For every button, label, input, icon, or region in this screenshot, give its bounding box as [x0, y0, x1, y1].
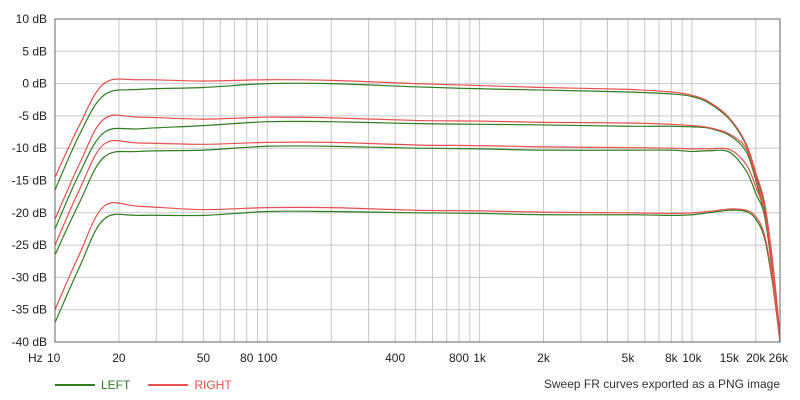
x-tick-label: 50: [197, 351, 211, 365]
x-tick-label: 100: [257, 351, 277, 365]
series-line-left: [54, 209, 781, 343]
x-tick-labels: Hz 10 20 50 80 100 400 800 1k 2k 5k 8k 10k 15k 20k 26k: [28, 351, 789, 365]
series-line-right: [54, 139, 781, 341]
chart-canvas: 10 dB 5 dB 0 dB -5 dB -10 dB -15 dB -20 dB -25 …: [12, 12, 789, 365]
x-tick-label: 400: [385, 351, 405, 365]
legend-label-left: LEFT: [101, 378, 131, 392]
y-tick-label: 0 dB: [22, 77, 47, 91]
x-tick-label: 20: [112, 351, 126, 365]
x-tick-label: 26k: [769, 351, 789, 365]
legend-swatch-right: [148, 384, 189, 386]
y-tick-label: -15 dB: [12, 174, 47, 188]
series-line-right: [54, 78, 781, 336]
series-layer: [54, 78, 781, 343]
x-tick-label: 5k: [622, 351, 636, 365]
x-tick-label: 10: [47, 351, 61, 365]
x-tick-label: 8k: [665, 351, 679, 365]
y-tick-label: -25 dB: [12, 238, 47, 252]
x-tick-label: 1k: [473, 351, 487, 365]
y-tick-label: -40 dB: [12, 335, 47, 349]
footer-note: Sweep FR curves exported as a PNG image: [543, 377, 780, 391]
legend-item-right: RIGHT: [148, 378, 232, 392]
x-tick-label: 80: [240, 351, 254, 365]
y-tick-label: 5 dB: [22, 44, 47, 58]
y-tick-label: -5 dB: [18, 109, 47, 123]
x-tick-label: 20k: [746, 351, 766, 365]
x-tick-label: 800: [449, 351, 469, 365]
y-tick-label: -35 dB: [12, 303, 47, 317]
series-line-right: [54, 114, 781, 339]
x-tick-label: 2k: [537, 351, 551, 365]
y-tick-label: -20 dB: [12, 206, 47, 220]
y-tick-label: -10 dB: [12, 141, 47, 155]
legend-item-left: LEFT: [55, 378, 130, 392]
legend-label-right: RIGHT: [194, 378, 232, 392]
y-tick-labels: 10 dB 5 dB 0 dB -5 dB -10 dB -15 dB -20 dB -25 …: [12, 12, 47, 349]
legend-swatch-left: [55, 384, 95, 386]
x-tick-label: 15k: [720, 351, 740, 365]
y-tick-label: 10 dB: [16, 12, 47, 26]
series-line-left: [54, 145, 781, 341]
legend: LEFT RIGHT: [55, 376, 250, 394]
plot-frame: [54, 18, 781, 343]
x-unit-label: Hz: [28, 351, 43, 365]
y-tick-label: -30 dB: [12, 270, 47, 284]
series-line-left: [54, 120, 781, 339]
x-tick-label: 10k: [682, 351, 702, 365]
series-line-right: [54, 202, 781, 343]
